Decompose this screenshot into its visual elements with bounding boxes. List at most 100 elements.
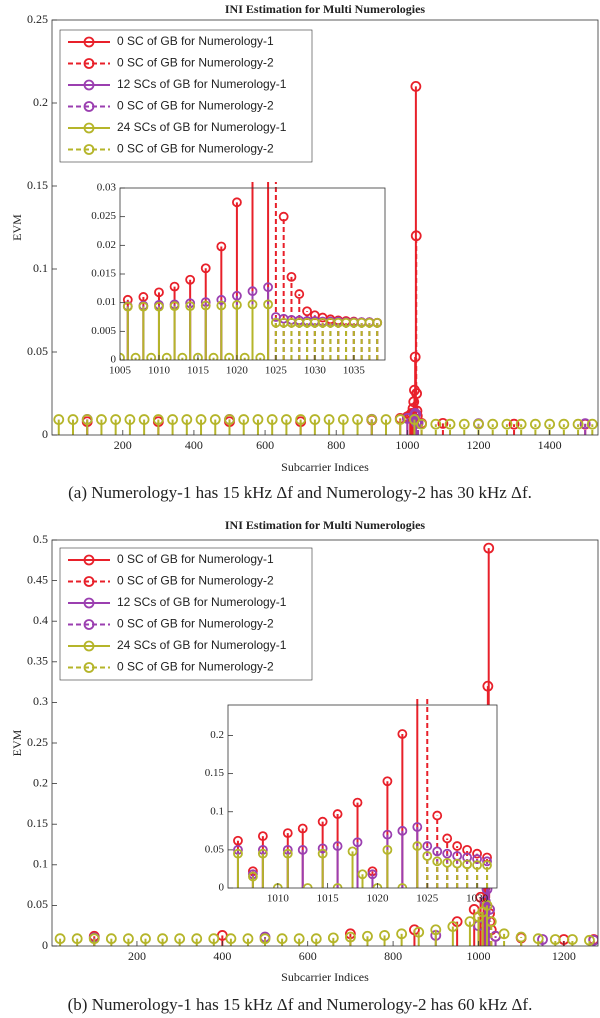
y-tick-label: 0	[111, 354, 117, 366]
stem-marker	[532, 933, 544, 945]
stem-marker	[233, 835, 243, 846]
stem-marker	[238, 414, 250, 425]
stem-marker	[88, 933, 100, 945]
stem-marker	[224, 414, 235, 425]
stem-marker	[138, 301, 149, 312]
stem-marker	[248, 871, 258, 882]
stem-marker	[483, 542, 495, 554]
stem-marker	[327, 932, 339, 944]
stem-marker	[422, 851, 433, 861]
y-tick-label: 0	[42, 938, 48, 952]
y-tick-label: 0.35	[27, 654, 48, 668]
stem-marker	[508, 418, 520, 430]
plot-area	[228, 705, 497, 888]
y-tick-label: 0.2	[33, 95, 48, 109]
stem-marker	[487, 418, 499, 430]
stem-marker	[362, 930, 373, 942]
stem-marker	[105, 933, 117, 945]
x-tick-label: 1005	[109, 365, 132, 377]
stem-marker	[462, 852, 473, 863]
legend-marker	[83, 640, 95, 652]
stem-marker	[200, 263, 211, 274]
stem-marker	[282, 848, 293, 859]
stem-marker	[323, 414, 335, 425]
stem-marker	[412, 841, 423, 851]
stem-marker	[154, 287, 164, 298]
x-tick-label: 1015	[317, 893, 340, 905]
stem-marker	[259, 933, 271, 945]
y-tick-label: 0.1	[33, 857, 48, 871]
y-tick-label: 0.05	[205, 843, 225, 855]
stem-marker	[537, 934, 548, 945]
stem-marker	[295, 414, 307, 425]
x-tick-label: 400	[185, 438, 203, 452]
stem-marker	[294, 289, 305, 299]
stem-marker	[233, 848, 243, 859]
stem-marker	[310, 933, 322, 945]
stem-marker	[53, 414, 65, 425]
legend-marker	[83, 597, 95, 609]
stem-marker	[380, 414, 392, 425]
stem-marker	[193, 352, 203, 360]
legend-marker	[83, 122, 95, 134]
stem-marker	[396, 928, 408, 940]
stem-marker	[501, 418, 513, 430]
y-tick-label: 0	[42, 427, 48, 441]
stem-marker	[242, 933, 254, 945]
legend-label: 0 SC of GB for Numerology-1	[117, 34, 274, 48]
stem-marker	[216, 294, 227, 305]
stem-marker	[281, 414, 292, 425]
stem-marker	[317, 843, 328, 854]
x-tick-label: 1200	[552, 949, 576, 963]
x-tick-label: 1200	[466, 438, 490, 452]
x-tick-label: 1035	[343, 365, 366, 377]
legend-box	[59, 29, 313, 163]
x-tick-label: 1400	[538, 438, 562, 452]
x-tick-label: 1030	[466, 893, 489, 905]
stem-marker	[332, 841, 343, 851]
stem-marker	[120, 352, 125, 360]
stem-marker	[140, 933, 151, 945]
stem-marker	[302, 306, 312, 317]
y-tick-label: 0.01	[97, 296, 116, 308]
x-axis-label: Subcarrier Indices	[281, 970, 369, 984]
stem-marker	[558, 418, 570, 430]
series-group	[120, 182, 383, 360]
stem-marker	[146, 352, 157, 360]
stem-marker	[209, 414, 221, 425]
stem-marker	[247, 299, 258, 310]
stem-marker	[276, 933, 288, 945]
stem-marker	[124, 414, 136, 425]
stem-marker	[96, 414, 107, 425]
stem-marker	[297, 823, 308, 834]
stem-marker	[472, 860, 482, 871]
stem-marker	[482, 856, 492, 867]
stem-marker	[444, 418, 456, 430]
legend-marker	[83, 36, 95, 48]
stem-marker	[584, 934, 595, 946]
stem-marker	[122, 294, 133, 305]
stem-marker	[185, 274, 196, 285]
stem-marker	[263, 299, 273, 310]
chart-title: INI Estimation for Multi Numerologies	[225, 2, 426, 16]
stem-marker	[586, 418, 598, 430]
stem-marker	[442, 848, 453, 859]
legend-label: 12 SCs of GB for Numerology-1	[117, 595, 287, 609]
stem-marker	[266, 414, 278, 425]
stem-marker	[432, 810, 443, 821]
x-tick-label: 1010	[267, 893, 290, 905]
stem-marker	[71, 933, 83, 945]
stem-marker	[332, 809, 343, 819]
y-tick-label: 0.1	[33, 261, 48, 275]
stem-marker	[481, 900, 493, 911]
stem-marker	[154, 301, 164, 312]
stem-marker	[181, 414, 193, 425]
chart-title: INI Estimation for Multi Numerologies	[225, 518, 426, 532]
legend-marker	[83, 576, 95, 587]
y-tick-label: 0.03	[97, 182, 117, 194]
y-tick-label: 0.15	[205, 767, 225, 779]
stem-marker	[332, 883, 343, 888]
x-tick-label: 200	[114, 438, 132, 452]
stem-marker	[549, 934, 561, 945]
y-tick-label: 0.005	[91, 325, 116, 337]
